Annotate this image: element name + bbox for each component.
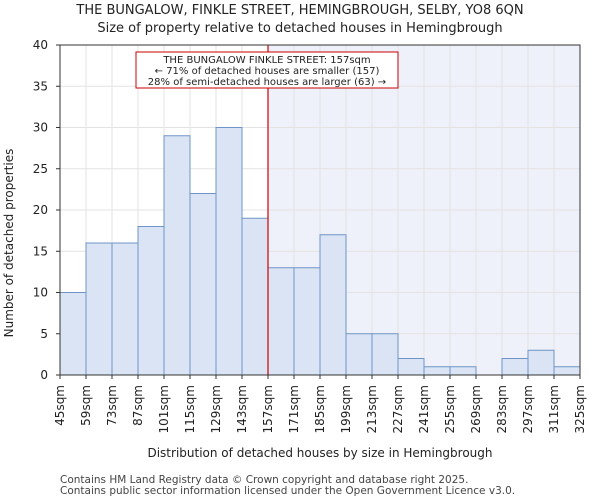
bars <box>59 127 581 376</box>
x-tick-label: 143sqm <box>235 385 249 433</box>
x-tick-label: 115sqm <box>183 385 197 433</box>
y-axis-ticks: 0 5 10 15 20 25 30 35 40 <box>33 38 60 382</box>
x-tick-label: 227sqm <box>391 385 405 433</box>
y-tick-label: 5 <box>40 327 48 341</box>
x-tick-label: 241sqm <box>417 385 431 433</box>
annotation-frame <box>135 51 399 89</box>
x-tick-label: 325sqm <box>573 385 587 433</box>
bar <box>163 135 191 376</box>
x-tick-label: 185sqm <box>313 385 327 433</box>
bar <box>137 226 165 376</box>
x-tick-label: 297sqm <box>521 385 535 433</box>
annotation-line-1: THE BUNGALOW FINKLE STREET: 157sqm <box>162 55 370 66</box>
bar <box>111 242 139 376</box>
x-tick-label: 199sqm <box>339 385 353 433</box>
x-tick-label: 101sqm <box>157 385 171 433</box>
x-tick-label: 157sqm <box>261 385 275 433</box>
bar <box>215 127 243 376</box>
chart-subtitle: Size of property relative to detached ho… <box>97 21 502 36</box>
y-tick-label: 25 <box>33 162 48 176</box>
y-tick-label: 15 <box>33 244 48 258</box>
bar <box>189 193 217 376</box>
x-tick-label: 129sqm <box>209 385 223 433</box>
x-tick-label: 269sqm <box>469 385 483 433</box>
bar <box>59 292 87 376</box>
annotation-box: THE BUNGALOW FINKLE STREET: 157sqm ← 71%… <box>135 51 399 89</box>
x-tick-label: 283sqm <box>495 385 509 433</box>
footer-line-2: Contains public sector information licen… <box>60 485 516 497</box>
footer-line-1: Contains HM Land Registry data © Crown c… <box>60 474 469 486</box>
x-tick-label: 87sqm <box>131 385 145 426</box>
bar <box>85 242 113 376</box>
bar <box>501 358 529 376</box>
x-axis-ticks: 45sqm 59sqm 73sqm 87sqm 101sqm 115sqm 129sqm 14… <box>53 375 587 433</box>
bar <box>267 267 295 376</box>
y-tick-label: 0 <box>40 368 48 382</box>
bar <box>345 333 373 376</box>
bar <box>527 349 555 376</box>
bar <box>241 217 269 376</box>
bar <box>553 366 581 376</box>
bar <box>371 333 399 376</box>
x-tick-label: 45sqm <box>53 385 67 426</box>
x-tick-label: 59sqm <box>79 385 93 426</box>
x-axis-label: Distribution of detached houses by size … <box>147 446 492 460</box>
y-axis-label: Number of detached properties <box>2 149 16 338</box>
chart-title: THE BUNGALOW, FINKLE STREET, HEMINGBROUG… <box>75 3 523 18</box>
y-tick-label: 10 <box>33 286 48 300</box>
annotation-line-3: 28% of semi-detached houses are larger (… <box>148 77 386 88</box>
y-tick-label: 35 <box>33 79 48 93</box>
y-tick-label: 20 <box>33 203 48 217</box>
x-tick-label: 213sqm <box>365 385 379 433</box>
bar <box>449 366 477 376</box>
x-tick-label: 171sqm <box>287 385 301 433</box>
bar <box>423 366 451 376</box>
x-tick-label: 255sqm <box>443 385 457 433</box>
bar <box>397 358 425 376</box>
bar <box>293 267 321 376</box>
bar <box>319 234 347 376</box>
x-tick-label: 311sqm <box>547 385 561 433</box>
annotation-line-2: ← 71% of detached houses are smaller (15… <box>155 66 380 77</box>
y-tick-label: 40 <box>33 38 48 52</box>
y-tick-label: 30 <box>33 121 48 135</box>
x-tick-label: 73sqm <box>105 385 119 426</box>
